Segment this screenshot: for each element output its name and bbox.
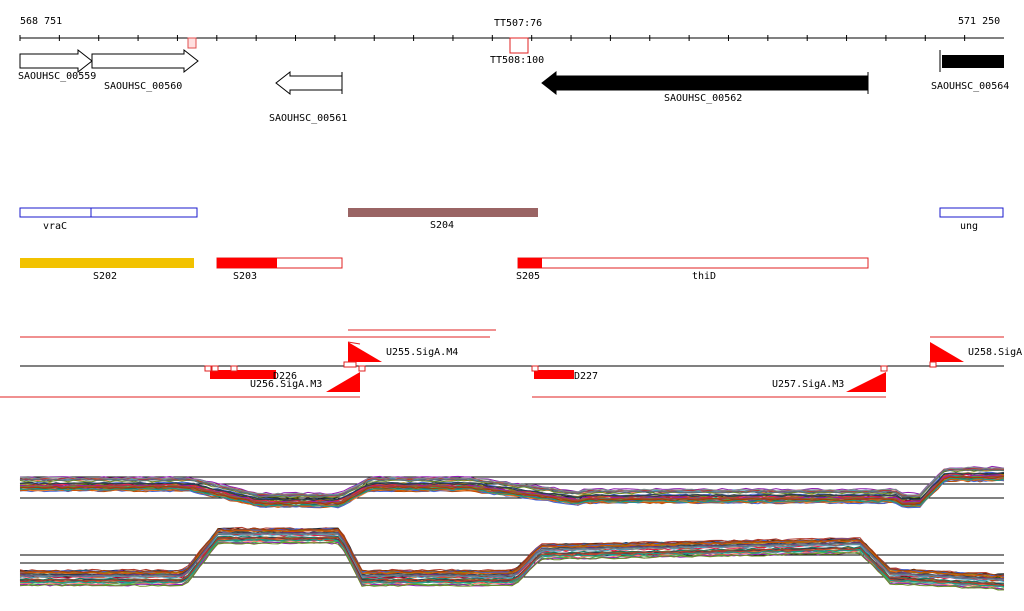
- site-marker: [929, 361, 937, 368]
- gene-label-g562: SAOUHSC_00562: [664, 93, 742, 104]
- feature-S202[interactable]: [20, 258, 194, 268]
- promoter-track: U255.SigA.M4 U258.SigA D226 U256.SigA.M3…: [0, 329, 1022, 398]
- promoter-arrow-U255[interactable]: [348, 342, 382, 362]
- expression-series-line: [19, 468, 1005, 498]
- expression-series-line: [19, 472, 1005, 502]
- feature-label-S203: S203: [233, 271, 257, 282]
- terminator-bottom-label: TT508:100: [490, 55, 544, 66]
- peak-label-D227: D227: [574, 371, 598, 382]
- ruler-start-label: 568 751: [20, 16, 62, 27]
- promoter-arrow-U258[interactable]: [930, 342, 964, 362]
- upper-series-group: [19, 465, 1005, 509]
- feature-label-S204: S204: [430, 220, 454, 231]
- lower-series-group: [19, 526, 1005, 591]
- feature-label-S202: S202: [93, 271, 117, 282]
- feature-S205[interactable]: [518, 258, 542, 268]
- feature-label-S205: S205: [516, 271, 540, 282]
- peak-label-D226: D226: [273, 371, 297, 382]
- site-marker: [204, 365, 212, 372]
- expression-series-line: [19, 541, 1005, 591]
- site-marker: [343, 361, 357, 368]
- promoter-label-U255: U255.SigA.M4: [386, 347, 458, 358]
- promoter-arrow-U256[interactable]: [326, 372, 360, 392]
- site-marker: [531, 365, 539, 372]
- gene-arrow-g564[interactable]: [942, 55, 1004, 68]
- site-marker: [230, 365, 238, 372]
- feature-S203[interactable]: [217, 258, 277, 268]
- gene-arrow-g561[interactable]: [275, 70, 343, 96]
- gene-arrow-g562[interactable]: [541, 70, 869, 96]
- gene-track: SAOUHSC_00559 SAOUHSC_00560 SAOUHSC_0056…: [18, 48, 1009, 124]
- terminator-top-label: TT507:76: [494, 18, 542, 29]
- gene-label-g561: SAOUHSC_00561: [269, 113, 347, 124]
- expression-series-line: [19, 528, 1005, 577]
- promoter-arrow-U257[interactable]: [846, 372, 886, 392]
- promoter-label-U256: U256.SigA.M3: [250, 379, 322, 390]
- promoter-edge: [347, 341, 361, 345]
- expression-series-line: [19, 475, 1005, 505]
- terminator-marker[interactable]: [509, 37, 529, 54]
- site-marker: [211, 365, 219, 372]
- expression-track-upper: [19, 465, 1005, 509]
- expression-series-line: [20, 533, 1005, 582]
- gene-arrow-g559[interactable]: [19, 48, 93, 74]
- feature-track-2: S202 S203 S205 thiD: [20, 257, 869, 282]
- feature-S204[interactable]: [348, 208, 538, 217]
- site-marker: [880, 365, 888, 372]
- expression-series-line: [19, 476, 1005, 506]
- expression-series-line: [20, 536, 1005, 586]
- feature-ung[interactable]: [939, 207, 1004, 218]
- expression-series-line: [19, 532, 1005, 581]
- feature-label-ung: ung: [960, 221, 978, 232]
- gene-arrow-g560[interactable]: [91, 48, 199, 74]
- feature-thiD[interactable]: [517, 257, 869, 269]
- expression-series-line: [19, 526, 1005, 576]
- ruler-ticks: [19, 35, 966, 41]
- expression-series-line: [19, 527, 1005, 577]
- promoter-label-U257: U257.SigA.M3: [772, 379, 844, 390]
- expression-series-line: [19, 469, 1005, 499]
- site-marker: [358, 365, 366, 372]
- feature-label-vraC: vraC: [43, 221, 67, 232]
- gene-label-g559: SAOUHSC_00559: [18, 71, 96, 82]
- coordinate-ruler: 568 751 571 250 TT507:76 TT508:100: [19, 16, 1004, 66]
- peak-D227[interactable]: [534, 370, 574, 379]
- promoter-label-U258: U258.SigA: [968, 347, 1022, 358]
- ruler-end-label: 571 250: [958, 16, 1000, 27]
- expression-series-line: [19, 538, 1005, 588]
- expression-track-lower: [19, 526, 1005, 591]
- expression-series-line: [19, 537, 1005, 586]
- expression-series-line: [19, 477, 1005, 507]
- feature-label-thiD: thiD: [692, 271, 716, 282]
- feature-track-1: vraC S204 ung: [19, 207, 1004, 232]
- gene-label-g564: SAOUHSC_00564: [931, 81, 1009, 92]
- terminator-marker[interactable]: [187, 37, 197, 49]
- peak-D226[interactable]: [210, 370, 276, 379]
- gene-label-g560: SAOUHSC_00560: [104, 81, 182, 92]
- feature-vraC[interactable]: [19, 207, 198, 218]
